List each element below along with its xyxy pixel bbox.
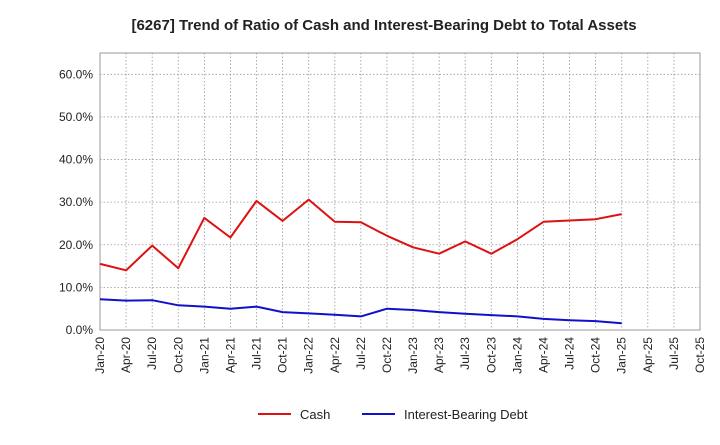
x-tick-label: Jul-21	[250, 337, 264, 370]
x-tick-label: Apr-22	[328, 337, 342, 373]
x-tick-label: Oct-25	[693, 337, 707, 373]
y-axis: 0.0% 10.0% 20.0% 30.0% 40.0% 50.0% 60.0%	[59, 67, 93, 337]
x-tick-label: Jul-24	[563, 337, 577, 370]
x-tick-label: Jan-22	[302, 337, 316, 374]
x-tick-label: Jan-24	[510, 337, 524, 374]
series-line-cash	[99, 198, 622, 272]
x-tick-label: Oct-23	[484, 337, 498, 373]
y-tick-label: 20.0%	[59, 238, 93, 252]
y-tick-label: 50.0%	[59, 110, 93, 124]
x-tick-label: Apr-23	[432, 337, 446, 373]
chart-title: [6267] Trend of Ratio of Cash and Intere…	[131, 17, 636, 34]
x-tick-label: Jan-20	[93, 337, 107, 374]
y-tick-label: 30.0%	[59, 195, 93, 209]
grid-lines	[100, 53, 700, 330]
legend: Cash Interest-Bearing Debt	[258, 407, 528, 422]
x-tick-label: Jul-25	[667, 337, 681, 370]
plot-area	[99, 52, 701, 331]
x-tick-label: Jul-20	[145, 337, 159, 370]
x-tick-label: Oct-21	[276, 337, 290, 373]
y-tick-label: 60.0%	[59, 67, 93, 81]
x-tick-label: Oct-22	[380, 337, 394, 373]
x-tick-label: Apr-25	[641, 337, 655, 373]
x-tick-label: Oct-24	[589, 337, 603, 373]
y-tick-label: 0.0%	[66, 323, 94, 337]
x-tick-label: Apr-20	[119, 337, 133, 373]
x-tick-label: Apr-24	[536, 337, 550, 373]
legend-label: Interest-Bearing Debt	[404, 407, 528, 422]
x-tick-label: Jan-21	[197, 337, 211, 374]
x-tick-label: Apr-21	[223, 337, 237, 373]
series-layer	[99, 198, 622, 325]
x-tick-label: Jul-22	[354, 337, 368, 370]
x-tick-label: Jul-23	[458, 337, 472, 370]
x-axis: Jan-20 Apr-20 Jul-20 Oct-20 Jan-21 Apr-21 Jul-…	[93, 337, 707, 374]
x-tick-label: Jan-23	[406, 337, 420, 374]
plot-frame	[99, 52, 701, 331]
x-tick-label: Jan-25	[615, 337, 629, 374]
y-tick-label: 40.0%	[59, 153, 93, 167]
y-tick-label: 10.0%	[59, 280, 93, 294]
x-tick-label: Oct-20	[171, 337, 185, 373]
series-line-interest-bearing-debt	[99, 298, 622, 325]
legend-label: Cash	[300, 407, 330, 422]
